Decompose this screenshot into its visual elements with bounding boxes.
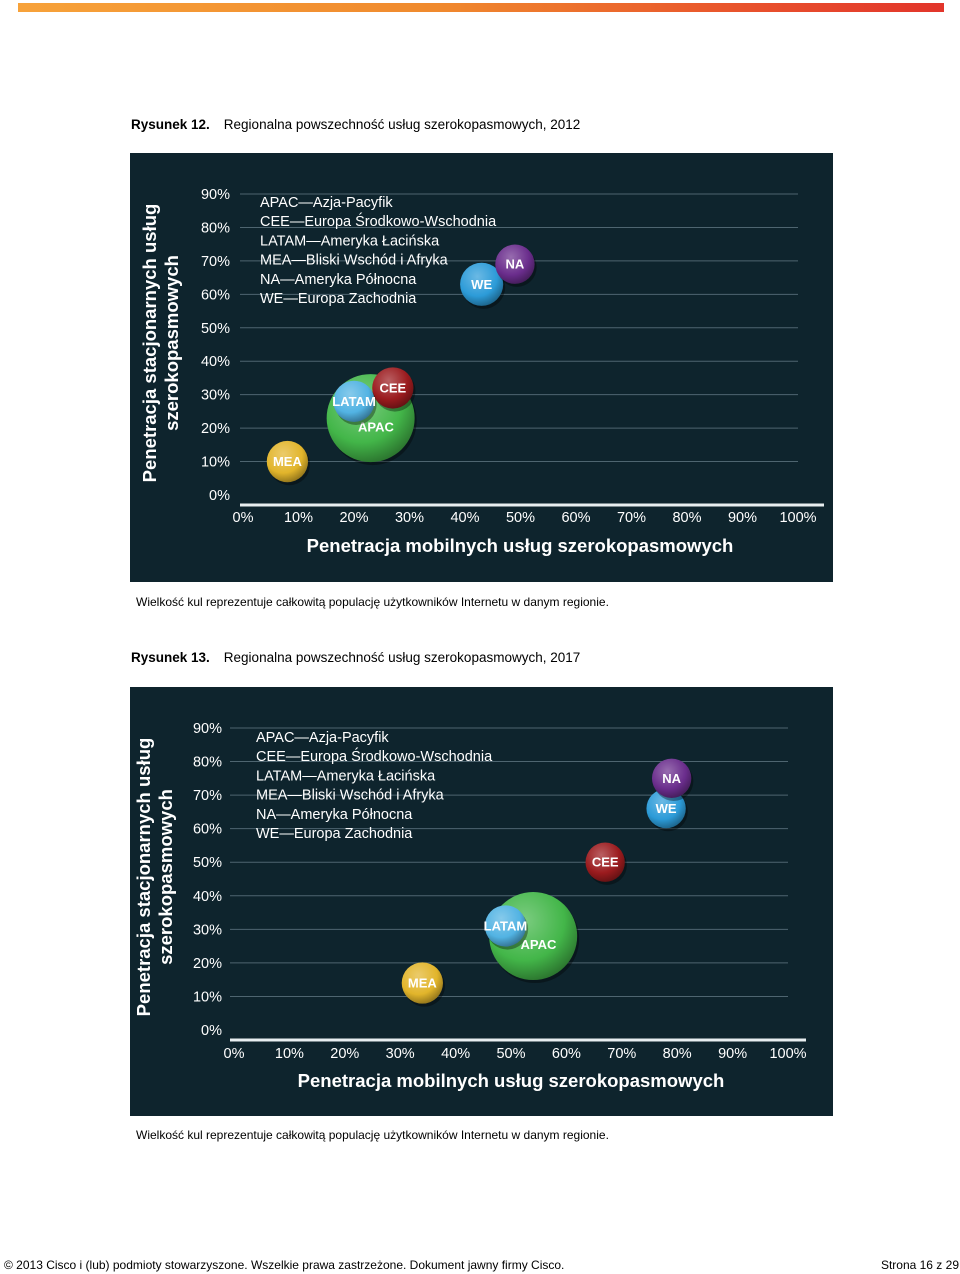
x-tick-label: 30% xyxy=(395,510,424,526)
y-tick-label: 0% xyxy=(209,488,230,504)
figure-number: Rysunek 12. xyxy=(131,117,210,132)
y-tick-label: 90% xyxy=(201,187,230,203)
bubble-label: CEE xyxy=(592,855,619,870)
bubble-label: MEA xyxy=(273,454,303,469)
y-axis-title: Penetracja stacjonarnych usług xyxy=(133,738,154,1017)
x-axis-title: Penetracja mobilnych usług szerokopasmow… xyxy=(298,1070,725,1091)
y-tick-label: 80% xyxy=(193,755,222,771)
bubble-na xyxy=(495,244,535,284)
bubble-mea xyxy=(266,440,309,483)
bubble-label: MEA xyxy=(408,976,438,991)
bubble-chart-2017: 0% 10% 20% 30% 40% 50% 60% 70% 80% 90% 0% 10% 20% 30%… xyxy=(130,687,833,1116)
bubble-label: LATAM xyxy=(484,918,528,933)
bubble-na xyxy=(651,758,692,799)
x-tick-label: 20% xyxy=(339,510,368,526)
x-tick-label: 20% xyxy=(330,1046,359,1062)
y-axis-title: Penetracja stacjonarnych usług xyxy=(139,204,160,483)
chart-note-2: Wielkość kul reprezentuje całkowitą popu… xyxy=(136,1128,609,1142)
footer-page-number: Strona 16 z 29 xyxy=(880,1258,959,1272)
legend-entry: NA—Ameryka Północna xyxy=(260,272,417,288)
x-tick-label: 70% xyxy=(607,1046,636,1062)
x-tick-label: 40% xyxy=(441,1046,470,1062)
y-axis-title: szerokopasmowych xyxy=(155,789,176,965)
x-tick-label: 90% xyxy=(728,510,757,526)
bubble-cee xyxy=(372,367,414,409)
bubble-label: APAC xyxy=(358,419,394,434)
x-tick-label: 40% xyxy=(450,510,479,526)
y-tick-label: 20% xyxy=(193,956,222,972)
legend-entry: APAC—Azja-Pacyfik xyxy=(256,730,389,746)
x-tick-label: 50% xyxy=(496,1046,525,1062)
bubble-label: LATAM xyxy=(332,394,376,409)
legend-entry: LATAM—Ameryka Łacińska xyxy=(260,233,440,249)
chart-note-1: Wielkość kul reprezentuje całkowitą popu… xyxy=(136,595,609,609)
x-tick-label: 70% xyxy=(617,510,646,526)
y-tick-label: 30% xyxy=(193,922,222,938)
y-tick-label: 80% xyxy=(201,220,230,236)
bubble-cee xyxy=(585,842,625,882)
y-tick-label: 70% xyxy=(201,254,230,270)
x-tick-label: 100% xyxy=(779,510,816,526)
y-tick-label: 90% xyxy=(193,721,222,737)
x-tick-label: 90% xyxy=(718,1046,747,1062)
legend-entry: MEA—Bliski Wschód i Afryka xyxy=(260,253,449,269)
x-tick-label: 80% xyxy=(663,1046,692,1062)
y-tick-label: 30% xyxy=(201,388,230,404)
bubble-label: WE xyxy=(471,277,492,292)
bubble-we xyxy=(460,262,504,306)
x-tick-label: 10% xyxy=(275,1046,304,1062)
chart-svg: 0% 10% 20% 30% 40% 50% 60% 70% 80% 90% 0% 10% 20% 30%… xyxy=(139,187,824,556)
bubble-label: APAC xyxy=(521,937,557,952)
bubble-chart-2012: 0% 10% 20% 30% 40% 50% 60% 70% 80% 90% 0% 10% 20% 30%… xyxy=(130,153,833,582)
figure-title: Regionalna powszechność usług szerokopas… xyxy=(223,117,581,132)
figure-caption-1: Rysunek 12. Regionalna powszechność usług… xyxy=(131,117,580,132)
y-tick-label: 20% xyxy=(201,421,230,437)
x-tick-label: 30% xyxy=(386,1046,415,1062)
bubble-latam xyxy=(484,905,527,947)
y-tick-label: 0% xyxy=(201,1023,222,1039)
legend-entry: NA—Ameryka Północna xyxy=(256,807,413,823)
bubble-latam xyxy=(333,380,375,422)
y-tick-label: 60% xyxy=(193,822,222,838)
legend-entry: LATAM—Ameryka Łacińska xyxy=(256,768,436,784)
legend-entry: APAC—Azja-Pacyfik xyxy=(260,195,393,211)
x-tick-label: 10% xyxy=(284,510,313,526)
x-axis-title: Penetracja mobilnych usług szerokopasmow… xyxy=(307,535,734,556)
y-tick-label: 60% xyxy=(201,287,230,303)
legend-entry: MEA—Bliski Wschód i Afryka xyxy=(256,788,445,804)
y-tick-label: 40% xyxy=(193,889,222,905)
y-tick-label: 50% xyxy=(201,321,230,337)
y-tick-label: 50% xyxy=(193,855,222,871)
figure-caption-2: Rysunek 13. Regionalna powszechność usług… xyxy=(131,650,580,665)
legend-entry: WE—Europa Zachodnia xyxy=(260,291,417,307)
footer-copyright: © 2013 Cisco i (lub) podmioty stowarzysz… xyxy=(4,1258,565,1272)
bubble-label: NA xyxy=(662,771,681,786)
x-tick-label: 80% xyxy=(672,510,701,526)
figure-number: Rysunek 13. xyxy=(131,650,210,665)
bubble-mea xyxy=(401,962,443,1004)
x-tick-label: 0% xyxy=(233,510,254,526)
header-accent-bar xyxy=(18,3,944,12)
chart-svg: 0% 10% 20% 30% 40% 50% 60% 70% 80% 90% 0% 10% 20% 30%… xyxy=(133,721,807,1091)
y-tick-label: 10% xyxy=(193,989,222,1005)
x-tick-label: 60% xyxy=(561,510,590,526)
bubble-label: CEE xyxy=(379,380,406,395)
legend-entry: CEE—Europa Środkowo-Wschodnia xyxy=(260,212,497,230)
bubble-label: WE xyxy=(656,801,677,816)
y-tick-label: 40% xyxy=(201,354,230,370)
y-axis-title: szerokopasmowych xyxy=(161,255,182,431)
x-tick-label: 0% xyxy=(224,1046,245,1062)
figure-title: Regionalna powszechność usług szerokopas… xyxy=(223,650,581,665)
legend-entry: WE—Europa Zachodnia xyxy=(256,826,413,842)
x-tick-label: 50% xyxy=(506,510,535,526)
legend-entry: CEE—Europa Środkowo-Wschodnia xyxy=(256,747,493,765)
y-tick-label: 10% xyxy=(201,455,230,471)
x-tick-label: 60% xyxy=(552,1046,581,1062)
x-tick-label: 100% xyxy=(769,1046,806,1062)
y-tick-label: 70% xyxy=(193,788,222,804)
bubble-label: NA xyxy=(506,257,525,272)
bubble-we xyxy=(646,788,686,829)
